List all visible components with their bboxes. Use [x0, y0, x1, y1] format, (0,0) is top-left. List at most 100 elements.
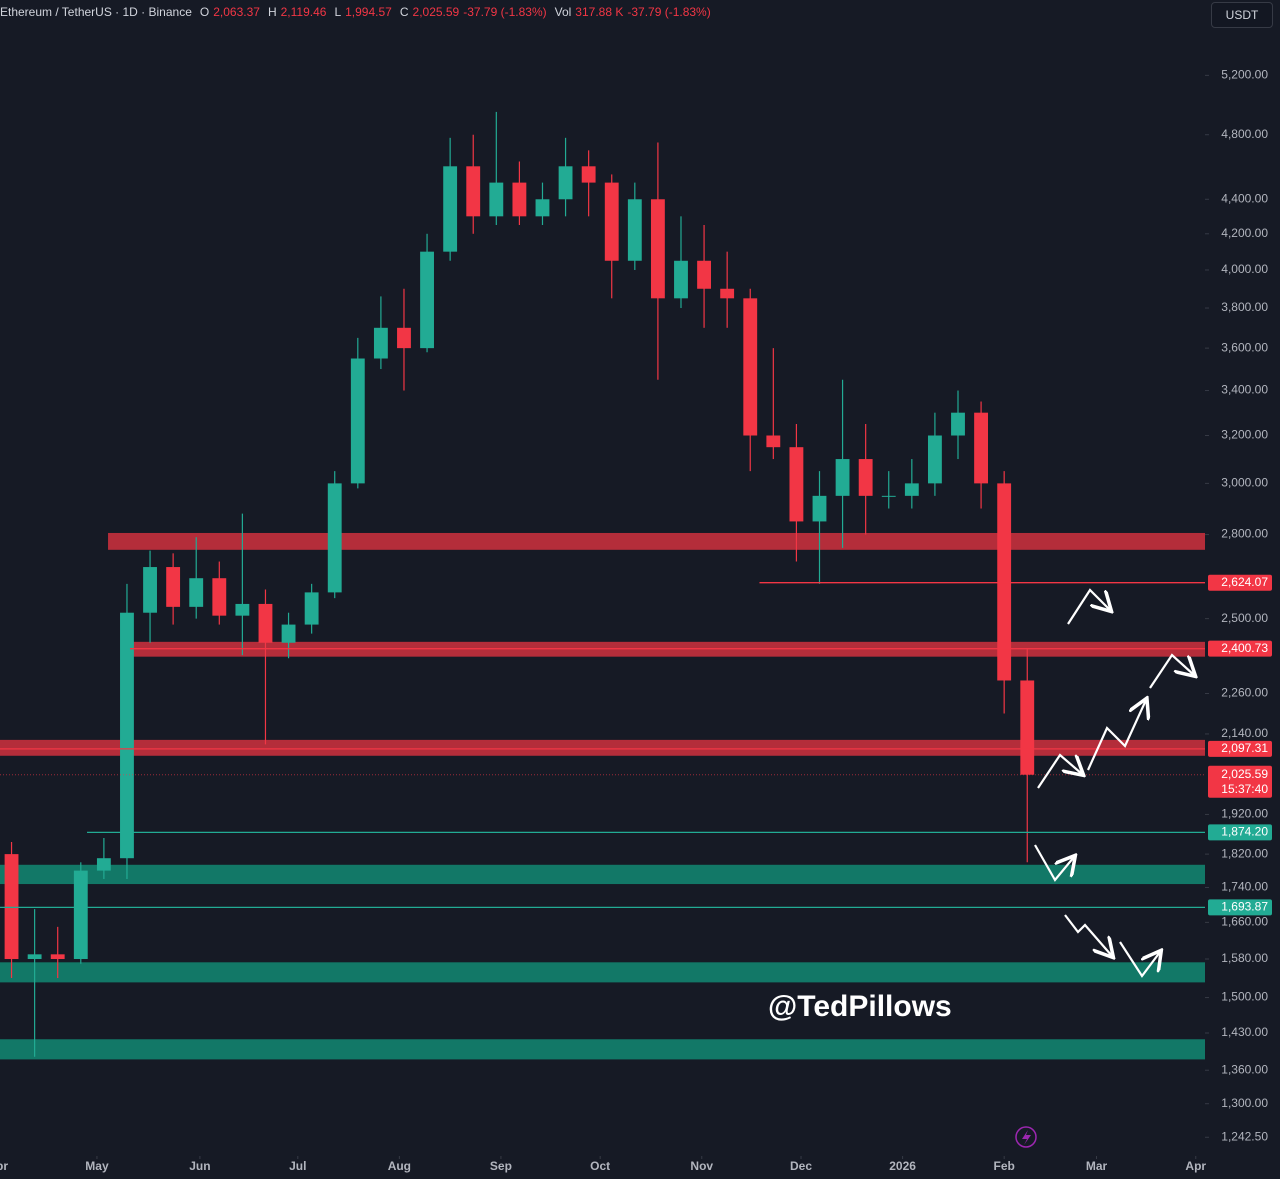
- candle-body: [50, 954, 65, 960]
- x-tick-label: Jun: [189, 1159, 210, 1173]
- ohlc-key: C: [399, 5, 409, 19]
- price-tag-label: 2,097.31: [1221, 741, 1268, 755]
- y-tick-label: 2,260.00: [1221, 686, 1268, 700]
- candle-body: [189, 578, 204, 607]
- ohlc-value: 1,994.57: [345, 5, 392, 19]
- price-tag-box: [1208, 574, 1272, 591]
- y-tick-label: 3,200.00: [1221, 428, 1268, 442]
- y-tick-label: 1,660.00: [1221, 915, 1268, 929]
- arrow: [1037, 753, 1082, 789]
- x-tick-label: Sep: [490, 1159, 512, 1173]
- candle-body: [420, 251, 434, 349]
- candle-body: [858, 459, 873, 496]
- arrow: [1086, 700, 1146, 771]
- candle-body: [650, 199, 665, 299]
- candle-body: [73, 870, 88, 960]
- zone: [108, 532, 1206, 550]
- y-tick-label: 1,580.00: [1221, 951, 1268, 965]
- candle-body: [535, 199, 550, 217]
- alert-bolt: [1022, 1130, 1031, 1145]
- x-tick-label: May: [85, 1159, 109, 1173]
- x-tick-label: Dec: [790, 1159, 812, 1173]
- symbol: Ethereum / TetherUS · 1D · Binance: [0, 5, 192, 19]
- y-tick-label: 2,140.00: [1221, 726, 1268, 740]
- y-tick-label: 1,360.00: [1221, 1062, 1268, 1076]
- y-tick-label: 1,300.00: [1221, 1096, 1268, 1110]
- candle-body: [235, 603, 250, 616]
- candle-body: [281, 624, 296, 643]
- currency-button[interactable]: USDT: [1211, 2, 1273, 28]
- candle-body: [466, 166, 481, 217]
- arrow: [1149, 653, 1194, 689]
- y-tick-label: 2,800.00: [1221, 527, 1268, 541]
- y-tick-label: 4,800.00: [1221, 127, 1268, 141]
- candle-body: [974, 412, 989, 484]
- x-tick-label: Aug: [388, 1159, 411, 1173]
- ohlc-key: L: [334, 5, 342, 19]
- y-tick-label: 1,920.00: [1221, 807, 1268, 821]
- x-tick-label: Feb: [993, 1159, 1014, 1173]
- candle-body: [558, 166, 573, 200]
- candle-body: [212, 578, 227, 616]
- candle-body: [766, 435, 781, 448]
- arrow: [1067, 588, 1110, 625]
- change: -37.79 (-1.83%): [463, 5, 547, 19]
- last-price-box: [1208, 765, 1272, 798]
- candle-body: [697, 260, 711, 289]
- candle-body: [397, 327, 411, 349]
- candle-body: [443, 166, 458, 252]
- price-tag-label: 1,874.20: [1221, 825, 1268, 839]
- candle-body: [166, 567, 181, 607]
- price-tag-label: 2,400.73: [1221, 641, 1268, 655]
- candle-body: [904, 483, 919, 496]
- candle-body: [489, 182, 504, 217]
- candle-body: [143, 567, 157, 613]
- candle-body: [581, 166, 596, 183]
- y-tick-label: 1,740.00: [1221, 880, 1268, 894]
- zone: [0, 1039, 1205, 1060]
- candle-body: [96, 858, 111, 871]
- y-tick-label: 1,820.00: [1221, 846, 1268, 860]
- x-tick-label: Nov: [690, 1159, 713, 1173]
- y-tick-label: 1,242.50: [1221, 1129, 1268, 1143]
- zone: [0, 962, 1205, 983]
- candle-body: [835, 459, 850, 496]
- candle-body: [743, 298, 758, 436]
- ohlc-value: 2,063.37: [213, 5, 260, 19]
- arrow: [1064, 914, 1112, 956]
- candle-body: [674, 260, 688, 299]
- y-tick-label: 1,500.00: [1221, 990, 1268, 1004]
- alert-icon[interactable]: [1015, 1126, 1037, 1148]
- price-tag-box: [1208, 824, 1272, 841]
- x-tick-label: Apr: [1185, 1159, 1206, 1173]
- ohlc-value: 2,025.59: [412, 5, 460, 19]
- x-tick-label: 2026: [889, 1159, 916, 1173]
- ohlc-key: O: [199, 5, 210, 19]
- x-tick-label: Apr: [0, 1159, 8, 1173]
- candle-body: [1020, 680, 1035, 775]
- x-tick-label: Jul: [289, 1159, 306, 1173]
- candle-body: [927, 435, 942, 484]
- candle-body: [373, 327, 388, 359]
- vol-change: -37.79 (-1.83%): [627, 5, 711, 19]
- candle-body: [512, 182, 527, 217]
- y-tick-label: 2,500.00: [1221, 611, 1268, 625]
- price-tag-box: [1208, 640, 1272, 657]
- candle-body: [627, 199, 642, 261]
- candle-body: [27, 954, 42, 960]
- arrow: [1119, 941, 1160, 978]
- last-price-label: 2,025.59: [1221, 767, 1268, 781]
- arrow: [1034, 844, 1074, 882]
- price-tag-box: [1208, 740, 1272, 757]
- candle-body: [720, 288, 735, 299]
- candle-body: [120, 612, 134, 859]
- y-tick-label: 3,600.00: [1221, 340, 1268, 354]
- candle-body: [789, 447, 804, 522]
- drawn-arrows: [1034, 588, 1194, 978]
- watermark: @TedPillows: [768, 990, 952, 1023]
- candle-body: [997, 483, 1012, 681]
- price-tag-box: [1208, 899, 1272, 916]
- countdown: 15:37:40: [1221, 782, 1268, 796]
